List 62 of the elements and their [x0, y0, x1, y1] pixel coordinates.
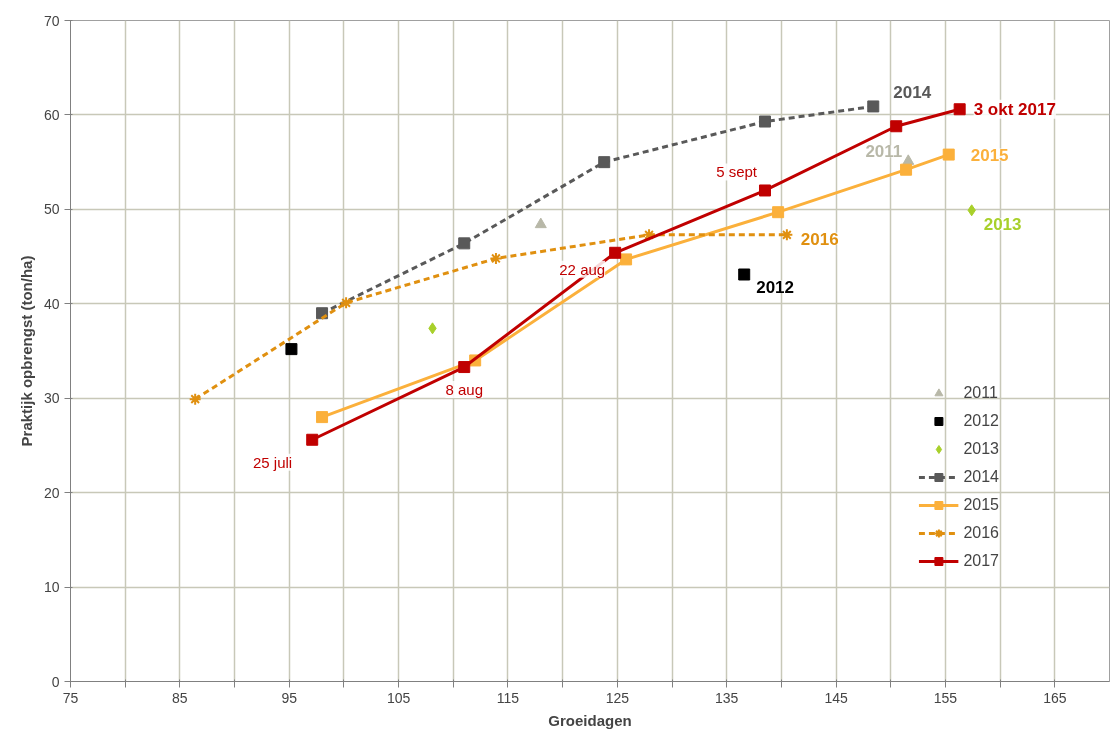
legend-label: 2016	[963, 524, 999, 542]
y-tick-label: 20	[43, 484, 60, 501]
legend-label: 2012	[963, 412, 999, 430]
x-tick-label: 75	[62, 689, 79, 706]
y-tick-label: 50	[43, 201, 60, 218]
point	[339, 296, 353, 310]
annotation: 2012	[756, 277, 795, 297]
point	[598, 156, 611, 169]
point	[316, 411, 329, 424]
point	[489, 251, 503, 265]
y-tick-label: 60	[43, 106, 60, 123]
point	[772, 206, 785, 219]
x-tick-label: 105	[386, 689, 411, 706]
point	[867, 100, 880, 113]
point	[758, 184, 771, 197]
point	[642, 228, 656, 242]
point	[188, 392, 202, 406]
point	[902, 154, 915, 165]
annotation: 2014	[893, 83, 932, 103]
point	[900, 163, 913, 176]
point	[609, 246, 622, 259]
point	[534, 217, 547, 229]
point	[620, 253, 633, 266]
x-tick-label: 155	[933, 689, 958, 706]
point	[890, 120, 903, 133]
point	[758, 115, 771, 128]
x-tick-label: 165	[1043, 689, 1067, 706]
annotation: 2011	[865, 142, 903, 162]
annotation: 22 aug	[559, 260, 606, 278]
legend-label: 2013	[963, 440, 999, 458]
x-tick-label: 85	[172, 689, 188, 706]
x-tick-label: 145	[824, 689, 848, 706]
point	[953, 103, 966, 116]
point	[285, 343, 298, 356]
legend-label: 2011	[963, 384, 998, 402]
x-tick-label: 125	[605, 689, 630, 706]
annotation: 8 aug	[445, 381, 483, 399]
point	[458, 237, 471, 250]
annotation: 2016	[800, 229, 839, 249]
y-tick-label: 40	[43, 295, 60, 312]
legend-label: 2017	[963, 552, 999, 570]
y-tick-label: 0	[51, 673, 60, 690]
x-tick-label: 135	[715, 689, 739, 706]
y-tick-label: 70	[43, 12, 60, 29]
point	[942, 148, 955, 161]
legend-label: 2015	[963, 496, 999, 514]
annotation: 2013	[983, 215, 1022, 235]
x-axis-title: Groeidagen	[548, 711, 632, 729]
x-tick-label: 95	[281, 689, 298, 706]
y-axis-title: Praktijk opbrengst (ton/ha)	[17, 255, 35, 447]
x-tick-label: 115	[496, 689, 520, 706]
y-tick-label: 30	[43, 390, 60, 407]
point	[738, 268, 751, 281]
point	[780, 228, 794, 242]
annotation: 5 sept	[716, 163, 758, 181]
annotation: 25 juli	[253, 453, 293, 471]
point	[458, 361, 471, 374]
point	[306, 433, 319, 446]
annotation: 2015	[970, 145, 1009, 165]
annotation: 3 okt 2017	[973, 99, 1056, 119]
legend-label: 2014	[963, 468, 999, 486]
y-tick-label: 10	[43, 579, 60, 596]
